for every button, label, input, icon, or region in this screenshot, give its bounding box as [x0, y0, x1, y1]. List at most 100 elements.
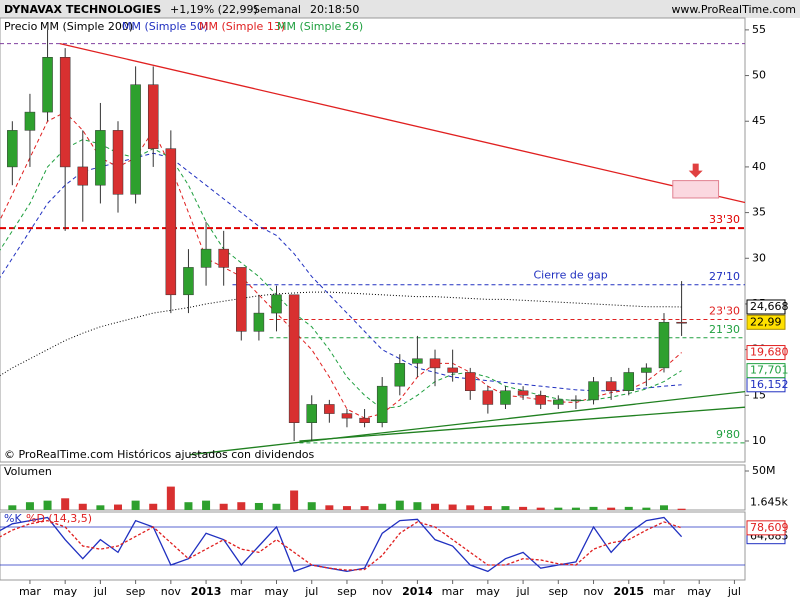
candle-body [147, 84, 159, 149]
volume-bar [466, 505, 475, 510]
volume-bar [342, 506, 351, 510]
legend-entry[interactable]: MM (Simple 13) [199, 20, 285, 33]
candle-body [570, 399, 582, 402]
period: Semanal [253, 3, 301, 16]
candle-body [7, 130, 18, 168]
x-tick-label: sep [549, 585, 568, 598]
candle-body [288, 294, 300, 423]
candle-body [553, 399, 564, 405]
time: 20:18:50 [310, 3, 359, 16]
legend-entry[interactable]: MM (Simple 50) [122, 20, 208, 33]
footnote: © ProRealTime.com Históricos ajustados c… [4, 448, 315, 461]
ma-value-label: 16,152 [750, 378, 789, 391]
candle-body [59, 57, 71, 168]
annotation: Cierre de gap [533, 269, 607, 282]
ma-value-label: 19,680 [750, 346, 789, 359]
legend-entry[interactable]: %K [4, 512, 22, 525]
site[interactable]: www.ProRealTime.com [671, 3, 796, 16]
volume-bar [290, 490, 299, 510]
candle-body [253, 312, 265, 332]
candle-body [641, 367, 652, 373]
ma-value-label-box [746, 363, 786, 379]
price-panel [0, 17, 746, 463]
x-tick-label: jul [727, 585, 741, 598]
legend-entry[interactable]: MM (Simple 26) [277, 20, 363, 33]
candle-body [658, 321, 670, 369]
volume-bar [114, 504, 123, 510]
candle-body [236, 267, 247, 332]
volume-bar [202, 500, 211, 510]
volume-bar [254, 502, 263, 510]
legend-entry[interactable]: MM (Simple 200) [40, 20, 133, 33]
volume-bar [360, 506, 369, 510]
candle-body [429, 358, 441, 369]
candle-body [412, 358, 423, 364]
price-label[interactable]: Precio [4, 20, 38, 33]
osc-value-label: 78,609 [750, 521, 789, 534]
level-label: 27'10 [709, 270, 740, 283]
ma-value-label-box [746, 299, 786, 315]
volume-bar [272, 503, 281, 510]
x-tick-label: 2013 [191, 585, 222, 598]
legend-entry[interactable]: %D (14,3,5) [26, 512, 92, 525]
volume-bar [325, 505, 334, 510]
volume-bar [448, 504, 457, 510]
volume-bar [624, 506, 633, 510]
volume-bar [519, 506, 528, 510]
volume-bar [8, 505, 17, 510]
candle-body [130, 84, 141, 195]
candle-body [464, 372, 476, 391]
y-tick-label: 40 [752, 160, 766, 173]
x-tick-label: mar [19, 585, 41, 598]
volume-bar [677, 508, 686, 510]
volume-bar [237, 502, 246, 510]
candle-body [42, 57, 53, 113]
x-tick-label: may [53, 585, 77, 598]
x-tick-label: nov [161, 585, 182, 598]
y-tick-label: 50M [752, 464, 776, 477]
candle-body [95, 130, 106, 186]
volume-bar [483, 506, 492, 510]
volume-bar [61, 498, 70, 510]
x-tick-label: may [687, 585, 711, 598]
candle-body [482, 390, 494, 405]
x-tick-label: mar [653, 585, 675, 598]
candle-body [341, 413, 353, 419]
x-tick-label: jul [304, 585, 318, 598]
panel-title: Volumen [4, 465, 52, 478]
oscillator-panel [0, 511, 746, 581]
x-tick-label: jul [516, 585, 530, 598]
candle-body [535, 395, 546, 405]
candle-body [112, 130, 124, 195]
volume-bar [166, 486, 175, 510]
x-tick-label: 2015 [613, 585, 644, 598]
moving-average [0, 138, 682, 410]
volume-label: 1.645k [750, 496, 788, 509]
volume-bar [131, 500, 140, 510]
stock-title: DYNAVAX TECHNOLOGIES [4, 3, 161, 16]
gap-zone [672, 180, 720, 199]
moving-average [0, 111, 682, 419]
x-tick-label: mar [230, 585, 252, 598]
candle-body [24, 111, 36, 131]
candle-body [376, 385, 388, 423]
close-box [746, 314, 786, 330]
ma-value-label-box [746, 345, 786, 361]
candle-body [218, 248, 229, 268]
candle-body [517, 390, 529, 396]
oscillator-line [0, 519, 682, 571]
trendline [59, 42, 745, 204]
ma-value-label: 17,701 [750, 364, 789, 377]
volume-bar [607, 507, 616, 510]
volume-bar [307, 502, 316, 510]
volume-bar [554, 507, 563, 510]
header-bar [0, 0, 800, 18]
volume-bar [184, 502, 193, 510]
volume-bar [149, 503, 158, 510]
x-tick-label: may [265, 585, 289, 598]
volume-bar [659, 505, 668, 510]
volume-bar [78, 503, 87, 510]
volume-panel [0, 464, 746, 511]
candle-body [271, 294, 282, 314]
